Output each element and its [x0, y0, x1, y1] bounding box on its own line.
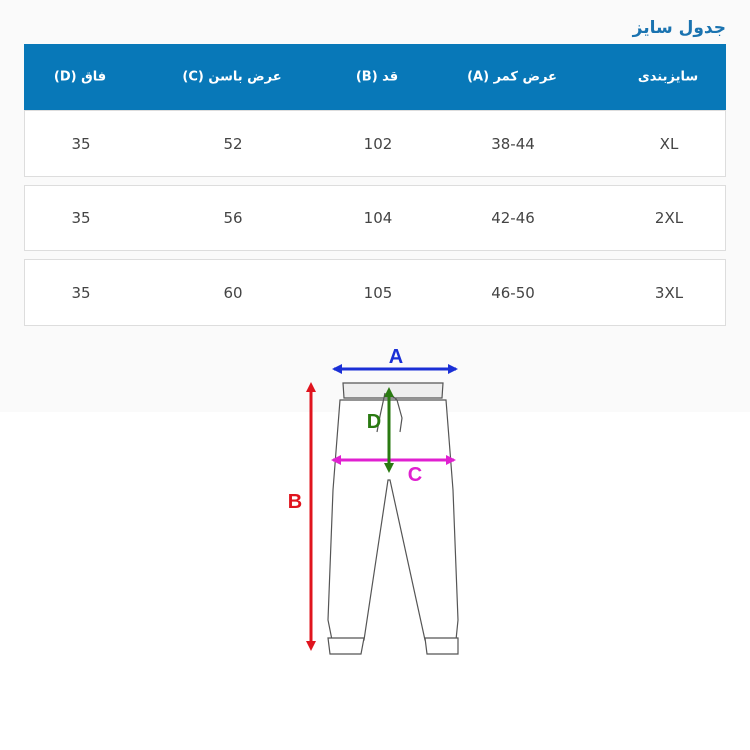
cell-waist: 38-44 [491, 134, 535, 153]
cell-hip: 60 [223, 283, 243, 302]
header-rise: فاق (D) [53, 69, 107, 85]
label-d: D [367, 411, 381, 433]
header-size: سایزبندی [637, 69, 699, 85]
measure-b-arrow [306, 382, 316, 651]
table-header: سایزبندی عرض کمر (A) قد (B) عرض باسن (C)… [24, 44, 726, 110]
cell-hip: 56 [223, 209, 243, 227]
cell-length: 104 [363, 209, 393, 227]
cell-length: 102 [363, 134, 393, 153]
label-c: C [408, 464, 422, 486]
pants-size-diagram: A B C D [270, 346, 520, 685]
measure-c-arrow [331, 455, 456, 465]
header-length: قد (B) [355, 69, 399, 85]
cell-waist: 42-46 [491, 209, 535, 227]
table-row: 3XL 46-50 105 60 35 [24, 259, 726, 326]
cell-size: XL [659, 134, 679, 153]
cell-length: 105 [363, 283, 393, 302]
cell-rise: 35 [71, 209, 91, 227]
measure-d-arrow [384, 387, 394, 473]
measure-a-arrow [332, 364, 458, 374]
table-row: XL 38-44 102 52 35 [24, 110, 726, 177]
label-a: A [389, 346, 403, 368]
table-row: 2XL 42-46 104 56 35 [24, 185, 726, 251]
header-waist: عرض کمر (A) [467, 69, 557, 85]
cell-hip: 52 [223, 134, 243, 153]
header-hip: عرض باسن (C) [182, 69, 282, 85]
label-b: B [288, 491, 302, 513]
page-title: جدول سایز [632, 18, 726, 38]
cell-size: 2XL [654, 209, 684, 227]
cell-rise: 35 [71, 283, 91, 302]
cell-size: 3XL [654, 283, 684, 302]
cell-rise: 35 [71, 134, 91, 153]
cell-waist: 46-50 [491, 283, 535, 302]
